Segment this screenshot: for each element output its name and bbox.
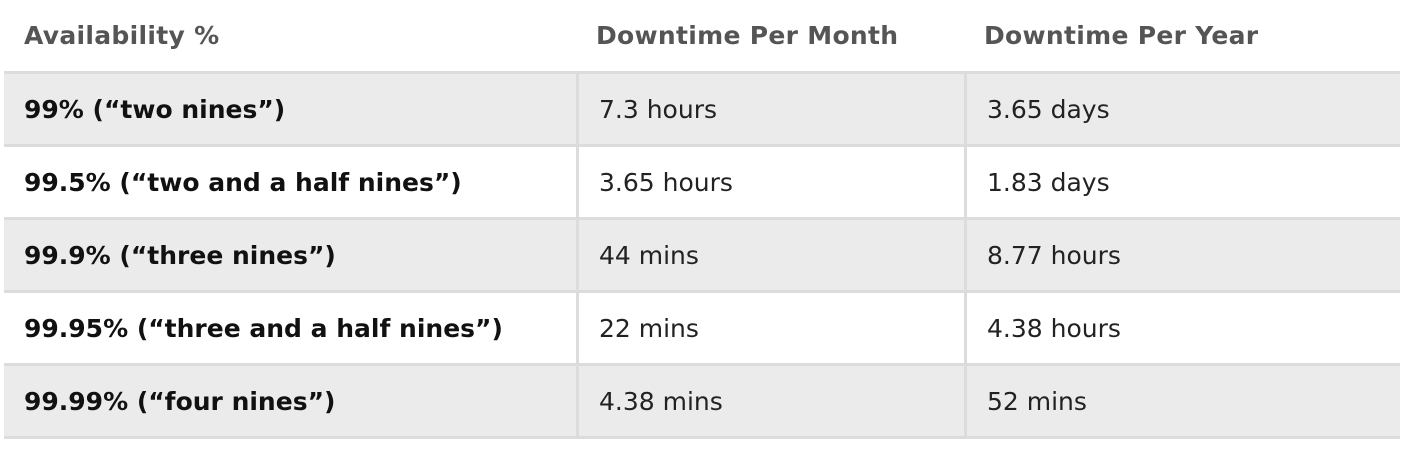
availability-cell: 99.95% (“three and a half nines”) — [24, 313, 503, 343]
downtime-year-cell: 1.83 days — [964, 147, 1400, 217]
downtime-month-cell: 3.65 hours — [576, 147, 964, 217]
downtime-year-cell: 4.38 hours — [964, 293, 1400, 363]
table-header-row: Availability % Downtime Per Month Downti… — [4, 0, 1400, 74]
availability-cell: 99.99% (“four nines”) — [24, 386, 336, 416]
availability-table: Availability % Downtime Per Month Downti… — [4, 0, 1400, 439]
header-downtime-per-month: Downtime Per Month — [596, 21, 899, 50]
downtime-month-cell: 4.38 mins — [576, 366, 964, 436]
downtime-year-cell: 8.77 hours — [964, 220, 1400, 290]
header-availability: Availability % — [24, 21, 220, 50]
downtime-month-cell: 22 mins — [576, 293, 964, 363]
table-row: 99.99% (“four nines”) 4.38 mins 52 mins — [4, 366, 1400, 439]
downtime-year-cell: 3.65 days — [964, 74, 1400, 144]
table-row: 99.9% (“three nines”) 44 mins 8.77 hours — [4, 220, 1400, 293]
availability-cell: 99% (“two nines”) — [24, 94, 286, 124]
downtime-year-cell: 52 mins — [964, 366, 1400, 436]
downtime-month-cell: 44 mins — [576, 220, 964, 290]
header-downtime-per-year: Downtime Per Year — [984, 21, 1259, 50]
table-row: 99% (“two nines”) 7.3 hours 3.65 days — [4, 74, 1400, 147]
table-row: 99.95% (“three and a half nines”) 22 min… — [4, 293, 1400, 366]
availability-cell: 99.9% (“three nines”) — [24, 240, 336, 270]
availability-cell: 99.5% (“two and a half nines”) — [24, 167, 462, 197]
downtime-month-cell: 7.3 hours — [576, 74, 964, 144]
table-row: 99.5% (“two and a half nines”) 3.65 hour… — [4, 147, 1400, 220]
